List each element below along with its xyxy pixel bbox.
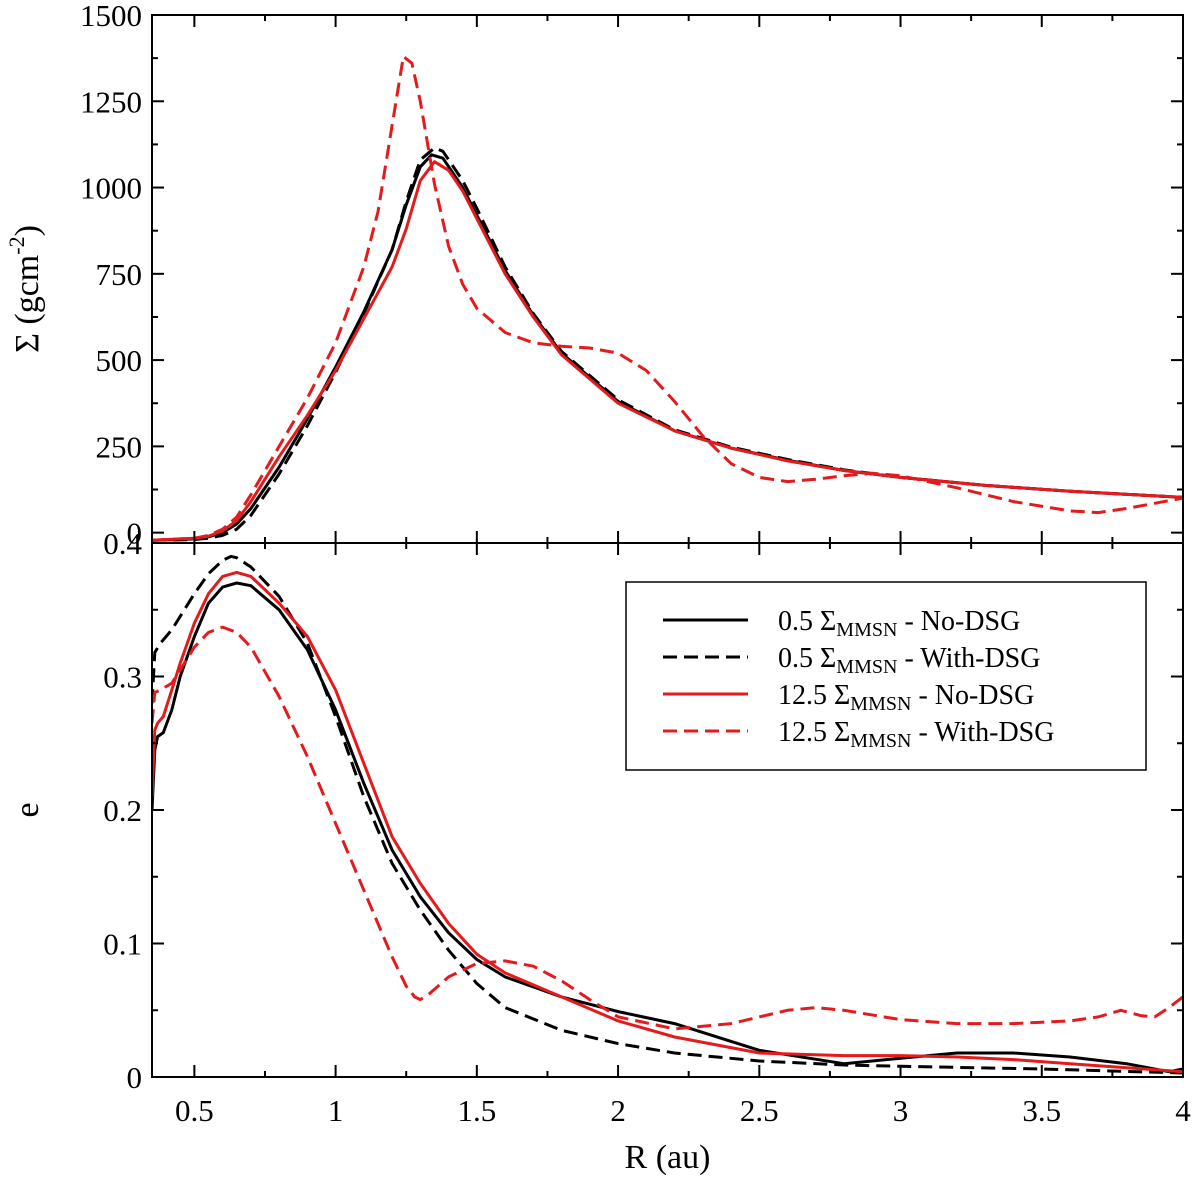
sigma-ytick-label: 1500 <box>80 0 142 33</box>
legend-entry-prefix: 12.5 Σ <box>778 717 850 748</box>
sigma-panel-frame <box>151 14 1184 544</box>
x-axis-label: R (au) <box>625 1139 711 1176</box>
eccentricity-ytick-label: 0 <box>127 1060 143 1095</box>
sigma-ytick-label: 1250 <box>80 84 142 119</box>
legend-entry-prefix: 0.5 Σ <box>778 643 836 674</box>
legend-box <box>625 581 1147 771</box>
legend-entry-label: 0.5 ΣMMSN - No-DSG <box>778 606 1020 641</box>
eccentricity-series-group <box>152 554 1183 1075</box>
sigma-ytick-label: 1000 <box>80 171 142 206</box>
sigma-series-line-0 <box>152 153 1183 542</box>
eccentricity-ytick-label: 0.1 <box>103 927 142 962</box>
legend-entry-label: 12.5 ΣMMSN - With-DSG <box>778 717 1054 752</box>
sigma-ytick-label: 500 <box>96 343 143 378</box>
x-tick-label: 3 <box>893 1093 909 1128</box>
legend-entry-label: 12.5 ΣMMSN - No-DSG <box>778 680 1034 715</box>
sigma-panel: 0 250 500 750 1000 1250 1500 Σ (gcm-2) <box>4 0 1184 551</box>
legend-entry-subscript: MMSN <box>850 730 911 752</box>
legend-entry-suffix: - With-DSG <box>897 643 1040 674</box>
eccentricity-series-line-0 <box>152 581 1183 1074</box>
x-tick-label: 2.5 <box>740 1093 779 1128</box>
legend-entry-subscript: MMSN <box>836 656 897 678</box>
x-tick-label: 1 <box>328 1093 344 1128</box>
x-tick-label: 4 <box>1175 1093 1191 1128</box>
eccentricity-series-line-1 <box>152 554 1183 1075</box>
legend-entry-prefix: 0.5 Σ <box>778 606 836 637</box>
eccentricity-ytick-label: 0.4 <box>103 526 142 561</box>
eccentricity-plot-area <box>152 554 1183 1075</box>
sigma-series-line-2 <box>152 160 1183 542</box>
sigma-ytick-label: 0 <box>127 516 143 551</box>
sigma-ytick-label: 750 <box>96 257 143 292</box>
eccentricity-series-line-3 <box>152 625 1183 1031</box>
sigma-y-label-main: Σ (gcm <box>9 255 46 353</box>
sigma-axis-ticks: 0 250 500 750 1000 1250 1500 <box>80 0 1184 551</box>
eccentricity-axis-ticks: 0 0.1 0.2 0.3 0.4 0.5 1 1.5 2 2.5 3 3.5 4 <box>103 526 1191 1128</box>
legend-entry-label: 0.5 ΣMMSN - With-DSG <box>778 643 1040 678</box>
sigma-y-axis-label: Σ (gcm-2) <box>4 225 46 353</box>
sigma-series-line-3 <box>152 54 1183 542</box>
sigma-series-line-1 <box>152 146 1183 542</box>
legend-entry-suffix: - With-DSG <box>911 717 1054 748</box>
legend-entry-suffix: - No-DSG <box>911 680 1034 711</box>
legend-entry-subscript: MMSN <box>836 619 897 641</box>
eccentricity-panel: 0 0.1 0.2 0.3 0.4 0.5 1 1.5 2 2.5 3 3.5 4 e <box>9 526 1191 1128</box>
sigma-ytick-label: 250 <box>96 429 143 464</box>
sigma-y-label-superscript: -2 <box>4 236 29 254</box>
eccentricity-series-line-2 <box>152 570 1183 1074</box>
sigma-plot-area <box>152 54 1183 542</box>
legend-entry-suffix: - No-DSG <box>897 606 1020 637</box>
legend-entry-subscript: MMSN <box>850 693 911 715</box>
eccentricity-ytick-label: 0.2 <box>103 793 142 828</box>
legend-entry-prefix: 12.5 Σ <box>778 680 850 711</box>
eccentricity-ytick-label: 0.3 <box>103 660 142 695</box>
x-tick-label: 2 <box>610 1093 626 1128</box>
x-tick-label: 3.5 <box>1022 1093 1061 1128</box>
sigma-y-label-close: ) <box>9 225 46 236</box>
x-tick-label: 1.5 <box>457 1093 496 1128</box>
sigma-series-group <box>152 54 1183 542</box>
x-tick-label: 0.5 <box>175 1093 214 1128</box>
eccentricity-y-axis-label: e <box>9 802 46 817</box>
